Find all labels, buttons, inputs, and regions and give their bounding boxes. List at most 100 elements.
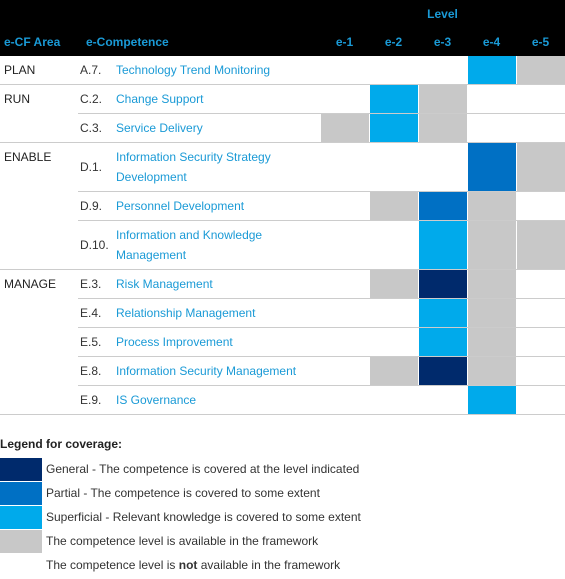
legend-text: The competence level is not available in… <box>46 558 340 572</box>
header-empty <box>369 0 418 28</box>
competence-header: e-Competence <box>78 28 320 56</box>
level-header: e-1 <box>320 28 369 56</box>
coverage-cell <box>417 113 468 143</box>
coverage-cell <box>417 220 468 270</box>
coverage-cell <box>417 356 468 386</box>
coverage-cell <box>417 298 468 328</box>
coverage-cell <box>466 298 517 328</box>
coverage-cell <box>368 356 419 386</box>
coverage-cell <box>368 327 419 357</box>
coverage-cell <box>319 56 370 85</box>
competence-name: Personnel Development <box>116 191 320 221</box>
competence-code: C.2. <box>78 84 116 114</box>
coverage-cell <box>466 56 517 85</box>
competence-name: IS Governance <box>116 385 320 415</box>
legend-text-part: not <box>178 558 198 572</box>
competence-name: Service Delivery <box>116 113 320 143</box>
coverage-cell <box>417 56 468 85</box>
competence-code: E.9. <box>78 385 116 415</box>
coverage-cell <box>319 191 370 221</box>
coverage-cell <box>417 142 468 192</box>
competence-row: PLAN A.7. Technology Trend Monitoring <box>0 56 565 85</box>
level-header: e-2 <box>369 28 418 56</box>
coverage-cell <box>466 191 517 221</box>
legend-item: Partial - The competence is covered to s… <box>0 481 565 505</box>
coverage-cell <box>319 113 370 143</box>
level-header: e-3 <box>418 28 467 56</box>
coverage-cell <box>319 220 370 270</box>
coverage-cell <box>319 385 370 415</box>
coverage-cell <box>515 191 565 221</box>
competence-row: E.8. Information Security Management <box>0 356 565 386</box>
legend-item: General - The competence is covered at t… <box>0 457 565 481</box>
level-header: e-4 <box>467 28 516 56</box>
competence-name: Change Support <box>116 84 320 114</box>
coverage-cell <box>466 220 517 270</box>
competence-row: E.5. Process Improvement <box>0 327 565 357</box>
competence-code: D.9. <box>78 191 116 221</box>
header-row: e-CF Area e-Competence e-1 e-2 e-3 e-4 e-5 <box>0 28 565 56</box>
competence-name: Process Improvement <box>116 327 320 357</box>
area-header: e-CF Area <box>0 28 78 56</box>
area-label: PLAN <box>0 56 78 85</box>
legend-text-part: General - The competence is covered at t… <box>46 462 360 476</box>
coverage-cell <box>515 113 565 143</box>
competence-name: Information and Knowledge Management <box>116 220 320 270</box>
area-label: MANAGE <box>0 269 78 415</box>
competence-row: E.9. IS Governance <box>0 385 565 415</box>
competence-code: E.8. <box>78 356 116 386</box>
header-empty <box>320 0 369 28</box>
coverage-cell <box>515 84 565 114</box>
coverage-cell <box>417 385 468 415</box>
competence-row: ENABLE D.1. Information Security Strategy … <box>0 142 565 270</box>
legend-item: Superficial - Relevant knowledge is cove… <box>0 505 565 529</box>
competence-name: Risk Management <box>116 269 320 299</box>
competence-row: D.9. Personnel Development <box>0 191 565 221</box>
coverage-cell <box>466 327 517 357</box>
coverage-cell <box>466 113 517 143</box>
competence-code: D.1. <box>78 142 116 192</box>
level-header: e-5 <box>516 28 565 56</box>
coverage-cell <box>417 191 468 221</box>
legend-swatch <box>0 505 42 529</box>
competence-name: Information Security Management <box>116 356 320 386</box>
coverage-cell <box>368 220 419 270</box>
legend-text: Partial - The competence is covered to s… <box>46 486 320 500</box>
coverage-cell <box>368 84 419 114</box>
header-empty <box>516 0 565 28</box>
coverage-cell <box>368 385 419 415</box>
legend-text-part: available in the framework <box>197 558 341 572</box>
legend-text-part: Partial - The competence is covered to s… <box>46 486 320 500</box>
legend-text: The competence level is available in the… <box>46 534 318 548</box>
competence-table: Level e-CF Area e-Competence e-1 e-2 e-3 e-4 e-… <box>0 0 565 415</box>
legend-text: General - The competence is covered at t… <box>46 462 359 476</box>
legend-swatch <box>0 553 42 577</box>
coverage-cell <box>319 142 370 192</box>
competence-code: E.3. <box>78 269 116 299</box>
competence-row: C.3. Service Delivery <box>0 113 565 143</box>
coverage-cell <box>417 84 468 114</box>
competence-code: E.5. <box>78 327 116 357</box>
competence-row: MANAGE E.3. Risk Management <box>0 269 565 415</box>
coverage-cell <box>319 327 370 357</box>
legend-swatch <box>0 529 42 553</box>
legend-item: The competence level is available in the… <box>0 529 565 553</box>
legend-text: Superficial - Relevant knowledge is cove… <box>46 510 361 524</box>
coverage-cell <box>515 327 565 357</box>
coverage-cell <box>319 298 370 328</box>
legend-swatch <box>0 481 42 505</box>
competence-code: C.3. <box>78 113 116 143</box>
legend-item: The competence level is not available in… <box>0 553 565 577</box>
coverage-cell <box>466 269 517 299</box>
coverage-cell <box>515 356 565 386</box>
legend-text-part: The competence level is available in the… <box>46 534 319 548</box>
coverage-cell <box>368 298 419 328</box>
coverage-cell <box>368 113 419 143</box>
coverage-cell <box>515 269 565 299</box>
coverage-cell <box>515 142 565 192</box>
coverage-cell <box>515 220 565 270</box>
header-empty <box>0 0 320 28</box>
header-empty <box>467 0 516 28</box>
coverage-cell <box>319 356 370 386</box>
